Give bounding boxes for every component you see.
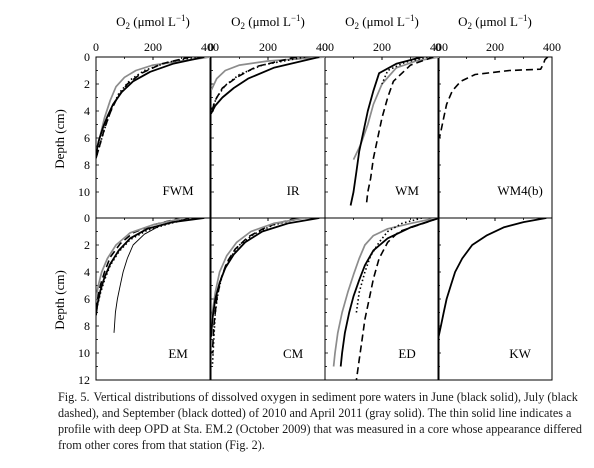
panel-wm: WM [349,57,439,206]
y-tick-label: 6 [84,131,90,145]
x-axis-title: O2 (μmol L−1) [345,13,419,31]
panel-label: ED [398,346,415,361]
panel-frame [324,56,440,219]
series-line-june [96,57,205,155]
series-line-june [96,218,205,316]
panel-em: EM [96,218,205,361]
panel-frame [210,217,326,381]
caption-text: Vertical distributions of dissolved oxyg… [58,390,582,452]
panel-label: WM4(b) [497,183,543,198]
x-tick-label: 200 [486,40,504,54]
panel-cm: CM [211,218,320,367]
panel-fwm: FWM [96,57,210,198]
y-tick-label: 6 [84,292,90,306]
y-tick-label: 0 [84,50,90,64]
series-line-june [339,218,439,367]
series-line-april2011 [96,218,185,300]
y-tick-label: 0 [84,211,90,225]
y-axis-title-bottom: Depth (cm) [52,270,67,330]
series-line-june [349,57,423,206]
x-tick-label: 200 [144,40,162,54]
panel-frame [210,56,326,219]
y-tick-label: 2 [84,77,90,91]
series-line-april2011 [332,218,437,367]
y-tick-labels: 0 2 4 6 8 10 0 2 4 6 8 10 12 [78,50,90,387]
panel-ed: ED [332,218,439,380]
panel-label: KW [509,346,531,361]
series-line-july [96,57,191,159]
x-axis-title: O2 (μmol L−1) [458,13,532,31]
y-tick-label: 10 [78,346,90,360]
x-axis-title: O2 (μmol L−1) [116,13,190,31]
x-tick-label: 0 [208,40,214,54]
panel-wm4-b-: WM4(b) [438,57,549,198]
series-line-july [211,218,297,354]
y-tick-label: 12 [78,373,90,387]
x-tick-label: 400 [430,40,448,54]
y-tick-label: 2 [84,238,90,252]
panel-label: EM [168,346,188,361]
panel-kw: KW [438,218,547,361]
series-line-september [381,57,428,85]
series-line-april2011 [211,218,306,327]
series-line-july [365,57,434,206]
series-line-april2011 [352,57,439,160]
panel-label: WM [395,183,419,198]
y-tick-label: 4 [84,265,90,279]
series-line-september [355,218,423,313]
y-tick-label: 4 [84,104,90,118]
series-line-april2011 [211,57,325,92]
oxygen-profile-figure: O2 (μmol L−1) O2 (μmol L−1) O2 (μmol L−1) O… [52,13,561,387]
x-axis-titles: O2 (μmol L−1) O2 (μmol L−1) O2 (μmol L−1) O… [116,13,532,31]
panel-frame [437,217,553,381]
x-axis-title: O2 (μmol L−1) [231,13,305,31]
chart-panels: FWM IR WM WM4(b) EM CM ED KW [95,56,553,381]
x-tick-label: 0 [93,40,99,54]
x-tick-label: 400 [201,40,219,54]
x-tick-label: 400 [316,40,334,54]
panel-label: IR [287,183,300,198]
y-axis-title-top: Depth (cm) [52,109,67,169]
y-tick-label: 8 [84,319,90,333]
series-line-september [211,218,303,367]
series-line-june [211,218,320,337]
series-line-july [211,57,297,114]
panel-ir: IR [211,57,325,198]
x-tick-label: 200 [259,40,277,54]
x-tick-label: 0 [435,40,441,54]
series-line-june [438,218,547,340]
panel-frame [95,217,211,381]
panel-label: FWM [163,183,195,198]
panel-label: CM [283,346,304,361]
figure-caption: Fig. 5. Vertical distributions of dissolv… [58,389,586,453]
y-tick-label: 8 [84,158,90,172]
x-tick-label: 200 [373,40,391,54]
x-tick-label: 400 [543,40,561,54]
x-tick-label: 0 [322,40,328,54]
series-line-opd_deep [113,218,191,333]
series-line-june [211,57,320,115]
series-line-september [211,57,306,112]
series-line-july [438,57,549,139]
caption-label: Fig. 5. [58,390,90,404]
y-tick-label: 10 [78,185,90,199]
series-line-july [96,218,182,306]
